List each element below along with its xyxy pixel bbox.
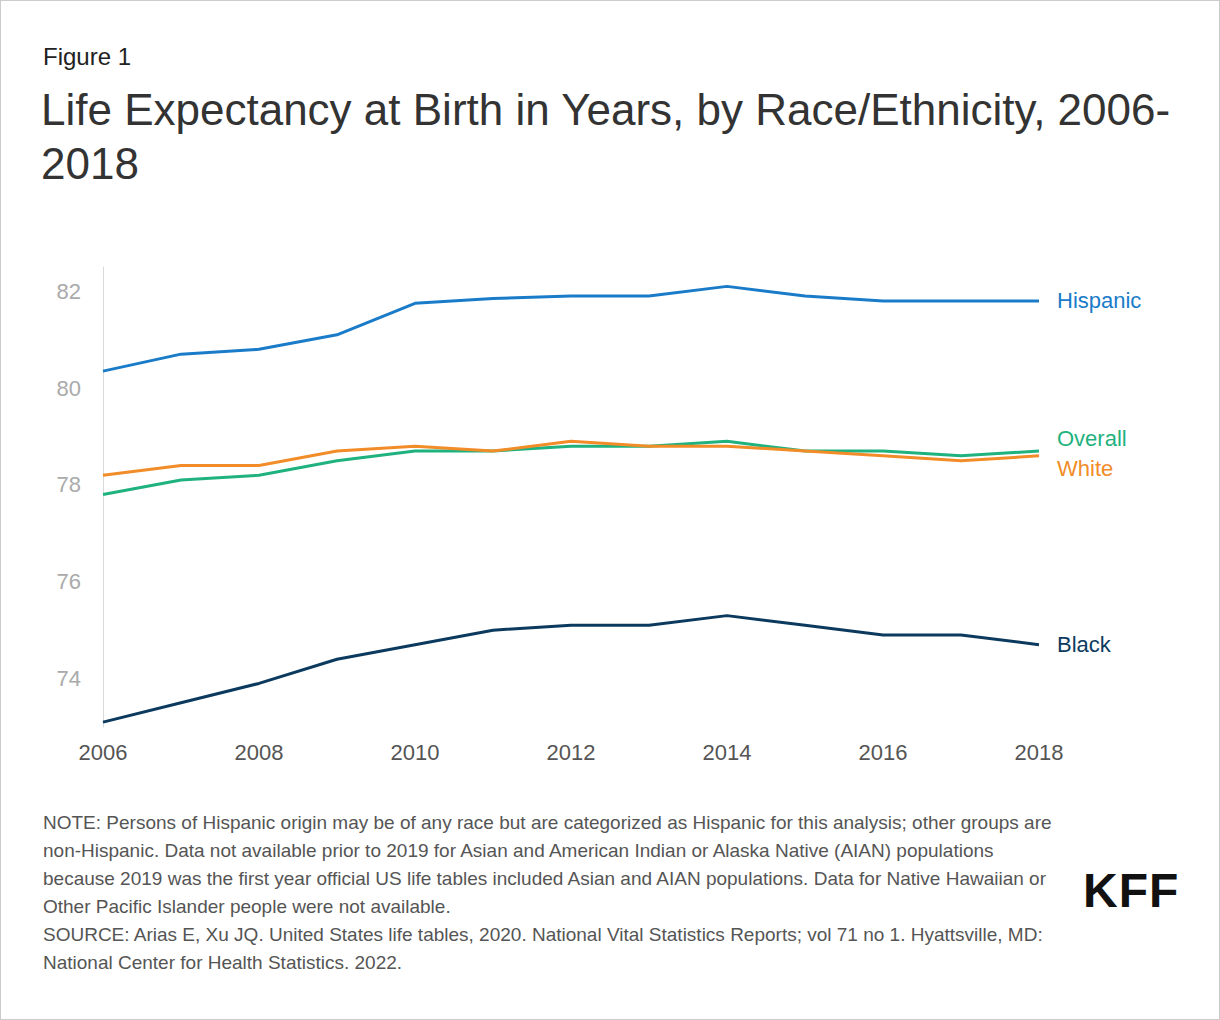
svg-text:2014: 2014 <box>703 740 752 765</box>
svg-text:82: 82 <box>57 279 81 304</box>
svg-text:Black: Black <box>1057 632 1112 657</box>
html-text:SOURCE: Arias E, Xu JQ. United: SOURCE: Arias E, Xu JQ. United States li… <box>43 924 1043 973</box>
svg-text:White: White <box>1057 456 1113 481</box>
svg-text:2010: 2010 <box>391 740 440 765</box>
html-text:KFF: KFF <box>1083 864 1180 917</box>
svg-text:78: 78 <box>57 472 81 497</box>
svg-text:2018: 2018 <box>1015 740 1064 765</box>
html-text:NOTE: Persons of Hispanic orig: NOTE: Persons of Hispanic origin may be … <box>43 812 1052 917</box>
svg-text:76: 76 <box>57 569 81 594</box>
svg-text:2008: 2008 <box>235 740 284 765</box>
svg-text:2006: 2006 <box>79 740 128 765</box>
svg-text:80: 80 <box>57 376 81 401</box>
svg-text:2016: 2016 <box>859 740 908 765</box>
html-text:Figure 1: Figure 1 <box>43 43 131 70</box>
html-text:Life Expectancy at Birth in Ye: Life Expectancy at Birth in Years, by Ra… <box>41 85 1171 188</box>
svg-text:74: 74 <box>57 666 81 691</box>
svg-text:Overall: Overall <box>1057 426 1127 451</box>
svg-text:Hispanic: Hispanic <box>1057 288 1141 313</box>
svg-text:2012: 2012 <box>547 740 596 765</box>
